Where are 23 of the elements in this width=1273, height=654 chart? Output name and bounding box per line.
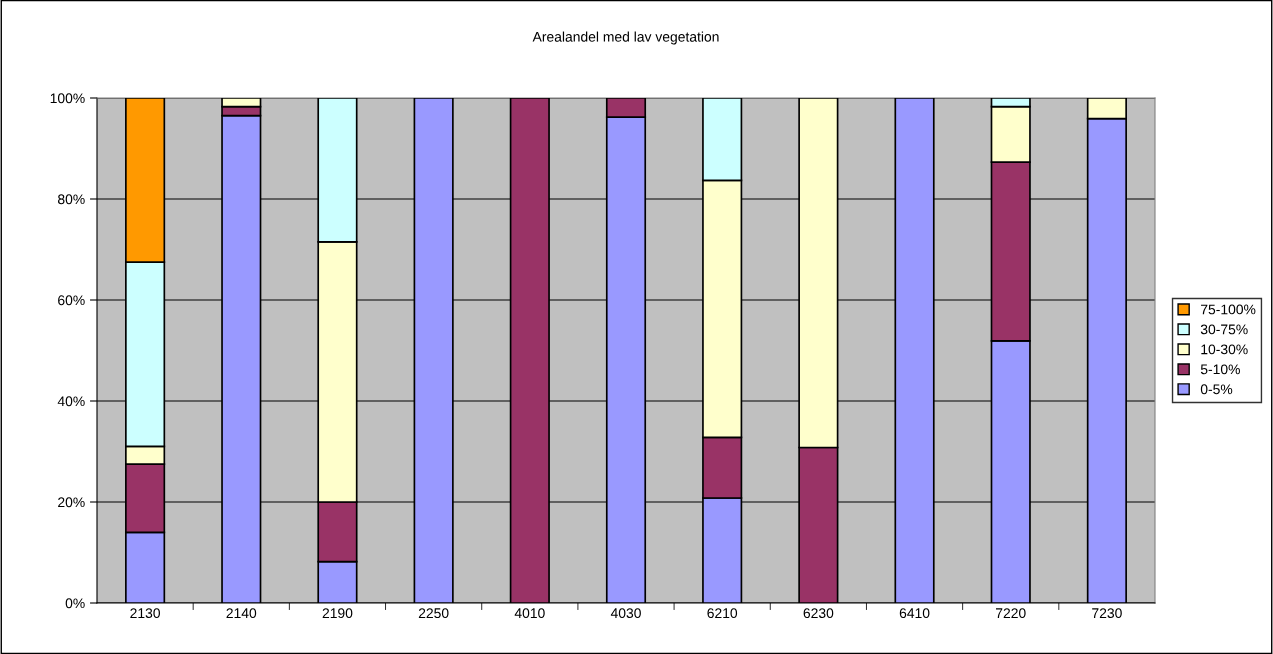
- legend-label: 75-100%: [1201, 304, 1256, 315]
- y-tick-label: 20%: [58, 497, 85, 508]
- legend-label: 0-5%: [1200, 384, 1233, 395]
- legend-label: 30-75%: [1200, 324, 1248, 335]
- y-tick-label: 60%: [58, 295, 85, 306]
- x-tick-label: 2130: [130, 608, 160, 619]
- x-tick-label: 7230: [1092, 608, 1122, 619]
- y-tick-label: 100%: [50, 93, 85, 104]
- legend-label: 10-30%: [1201, 344, 1248, 355]
- x-tick-label: 6410: [899, 608, 930, 619]
- x-tick-label: 6230: [803, 608, 834, 619]
- x-tick-label: 4010: [514, 608, 545, 619]
- y-tick-label: 80%: [58, 194, 85, 205]
- x-tick-label: 2140: [226, 608, 257, 619]
- y-tick-label: 40%: [57, 396, 85, 407]
- x-tick-label: 2250: [418, 608, 449, 619]
- x-tick-label: 2190: [322, 608, 353, 619]
- y-tick-label: 0%: [65, 598, 85, 609]
- chart-title: Arealandel med lav vegetation: [532, 31, 719, 45]
- x-tick-label: 4030: [610, 608, 641, 619]
- x-tick-label: 7220: [995, 608, 1026, 619]
- x-tick-label: 6210: [707, 608, 738, 619]
- legend-label: 5-10%: [1200, 364, 1240, 375]
